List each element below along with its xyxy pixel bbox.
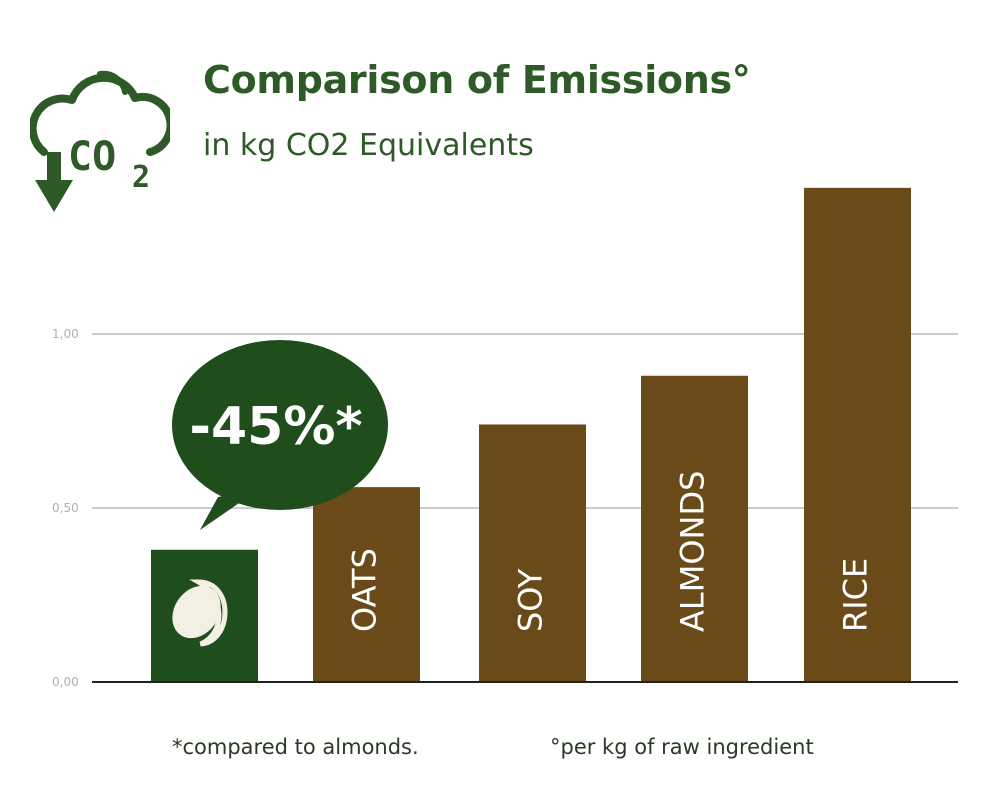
bar-label: ALMONDS <box>674 471 712 632</box>
co2-reduction-icon: CO 2 <box>30 70 170 212</box>
chart-title: Comparison of Emissions° <box>203 58 751 102</box>
y-tick-label: 0,00 <box>52 675 79 689</box>
bar-label: RICE <box>837 558 875 632</box>
footnote-per-kg: °per kg of raw ingredient <box>550 735 814 759</box>
bar <box>641 375 748 682</box>
bar <box>804 187 911 682</box>
footnote-compared: *compared to almonds. <box>172 735 419 759</box>
chart-subtitle: in kg CO2 Equivalents <box>203 128 534 163</box>
product-logo-icon <box>172 585 221 639</box>
bar-label: SOY <box>512 568 550 632</box>
y-tick-label: 1,00 <box>52 327 79 341</box>
bar-label: OATS <box>346 548 384 632</box>
speech-bubble <box>172 340 388 510</box>
co2-icon-subscript: 2 <box>132 160 150 195</box>
savings-callout: -45%* <box>189 397 362 457</box>
arrow-shaft <box>47 152 61 182</box>
cloud-inner-curve <box>97 70 128 95</box>
bar <box>313 487 420 682</box>
co2-icon-label: CO <box>68 134 116 180</box>
down-arrow-icon <box>35 180 73 212</box>
cloud-outline <box>30 73 170 156</box>
y-tick-label: 0,50 <box>52 501 79 515</box>
bar <box>479 424 586 682</box>
